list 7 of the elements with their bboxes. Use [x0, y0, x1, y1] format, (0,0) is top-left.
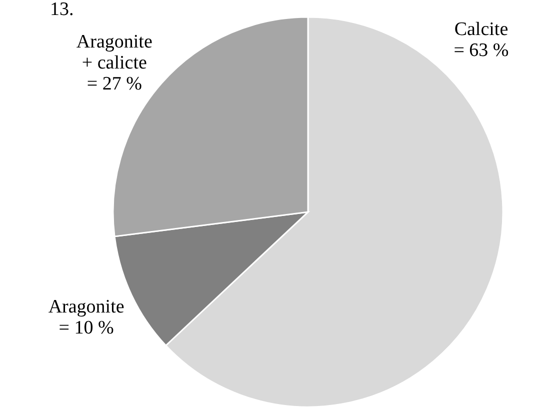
chart-title: 13.	[50, 0, 74, 20]
data-label: = 10 %	[58, 317, 114, 338]
data-label: = 27 %	[86, 73, 142, 94]
slice-label: Aragonite + calicte	[76, 31, 152, 74]
data-label: = 63 %	[454, 40, 509, 61]
slice-label: Calcite	[454, 18, 508, 40]
slice-label: Aragonite	[48, 296, 124, 318]
